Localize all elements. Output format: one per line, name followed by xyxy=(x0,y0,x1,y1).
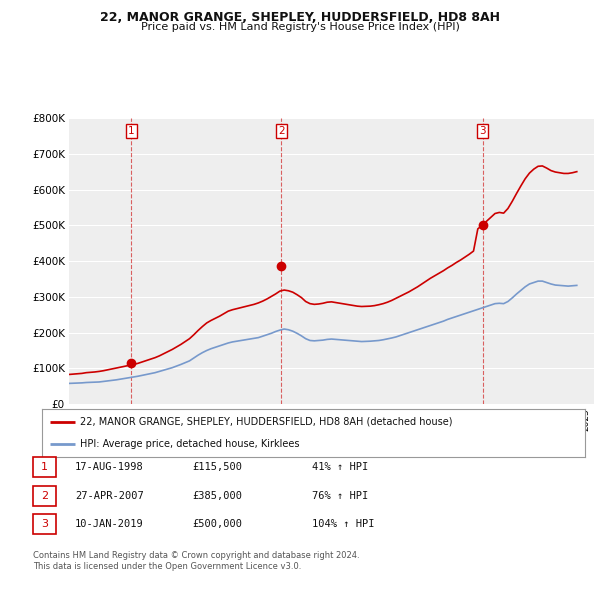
Text: Contains HM Land Registry data © Crown copyright and database right 2024.: Contains HM Land Registry data © Crown c… xyxy=(33,552,359,560)
Text: Price paid vs. HM Land Registry's House Price Index (HPI): Price paid vs. HM Land Registry's House … xyxy=(140,22,460,32)
Text: 2: 2 xyxy=(41,491,48,500)
Text: 3: 3 xyxy=(41,519,48,529)
Text: 10-JAN-2019: 10-JAN-2019 xyxy=(75,519,144,529)
Text: 76% ↑ HPI: 76% ↑ HPI xyxy=(312,491,368,500)
Text: 27-APR-2007: 27-APR-2007 xyxy=(75,491,144,500)
Text: 1: 1 xyxy=(128,126,135,136)
Text: 1: 1 xyxy=(41,463,48,472)
Text: 17-AUG-1998: 17-AUG-1998 xyxy=(75,463,144,472)
Text: 3: 3 xyxy=(479,126,486,136)
Text: £385,000: £385,000 xyxy=(192,491,242,500)
Text: 22, MANOR GRANGE, SHEPLEY, HUDDERSFIELD, HD8 8AH (detached house): 22, MANOR GRANGE, SHEPLEY, HUDDERSFIELD,… xyxy=(80,417,452,427)
Text: £115,500: £115,500 xyxy=(192,463,242,472)
Text: HPI: Average price, detached house, Kirklees: HPI: Average price, detached house, Kirk… xyxy=(80,439,299,449)
Text: This data is licensed under the Open Government Licence v3.0.: This data is licensed under the Open Gov… xyxy=(33,562,301,571)
Text: 2: 2 xyxy=(278,126,284,136)
Text: £500,000: £500,000 xyxy=(192,519,242,529)
Text: 22, MANOR GRANGE, SHEPLEY, HUDDERSFIELD, HD8 8AH: 22, MANOR GRANGE, SHEPLEY, HUDDERSFIELD,… xyxy=(100,11,500,24)
Text: 41% ↑ HPI: 41% ↑ HPI xyxy=(312,463,368,472)
Text: 104% ↑ HPI: 104% ↑ HPI xyxy=(312,519,374,529)
